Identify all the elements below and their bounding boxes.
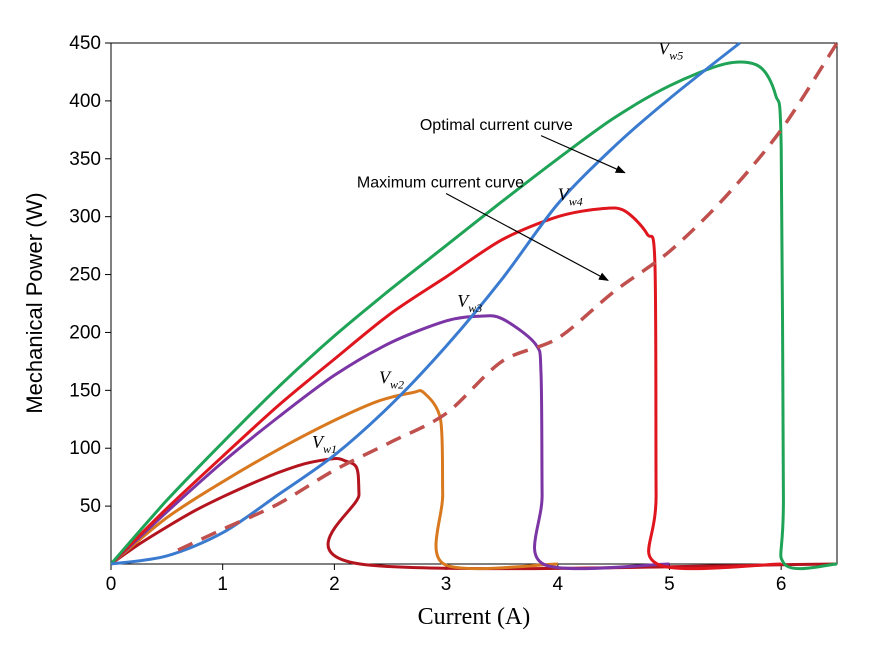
series-line-vw2 [110,389,558,571]
x-tick-label: 3 [441,574,452,595]
curve-label-layer: Vw1 Vw2 Vw3 Vw4 Vw5 [312,39,683,457]
annotation-arrow [445,192,609,281]
x-tick-label: 1 [217,574,228,595]
x-tick-label: 4 [552,574,563,595]
y-tick-label: 250 [69,265,101,286]
y-tick-label: 100 [69,438,101,459]
x-axis-label: Current (A) [418,604,531,630]
x-tick-label: 2 [329,574,340,595]
y-tick-label: 400 [69,91,101,112]
series-line-optimal-current-curve [110,41,741,566]
annotation-label: Maximum current curve [357,175,524,192]
y-tick-label: 200 [69,322,101,343]
x-tick-label: 5 [664,574,675,595]
curve-label-w5: Vw5 [658,39,683,63]
curve-label-w2: Vw2 [379,367,404,391]
x-tick-label: 6 [776,574,787,595]
y-axis-label: Mechanical Power (W) [22,192,47,413]
series-layer [109,41,839,571]
curve-label-w1: Vw1 [312,432,337,456]
annotation-arrow [540,135,626,174]
series-line-vw5 [109,60,838,571]
y-tick-label: 50 [80,496,101,517]
y-tick-label: 350 [69,149,101,170]
curve-label-w4: Vw4 [558,184,583,208]
y-axis-ticks: 50 100 150 200 250 300 350 400 450 [69,33,111,517]
y-tick-label: 150 [69,380,101,401]
series-line-vw4 [109,206,782,571]
y-tick-label: 450 [69,33,101,54]
annotation-layer: Optimal current curve Maximum current cur… [357,117,626,281]
series-line-vw1 [110,457,838,571]
curve-label-w3: Vw3 [457,291,482,315]
series-line-maximum-current-curve [177,42,839,552]
series-line-vw3 [109,314,670,571]
y-tick-label: 300 [69,207,101,228]
x-tick-label: 0 [106,574,117,595]
annotation-label: Optimal current curve [420,117,573,134]
x-axis-ticks: 0 1 2 3 4 5 6 [106,564,787,595]
